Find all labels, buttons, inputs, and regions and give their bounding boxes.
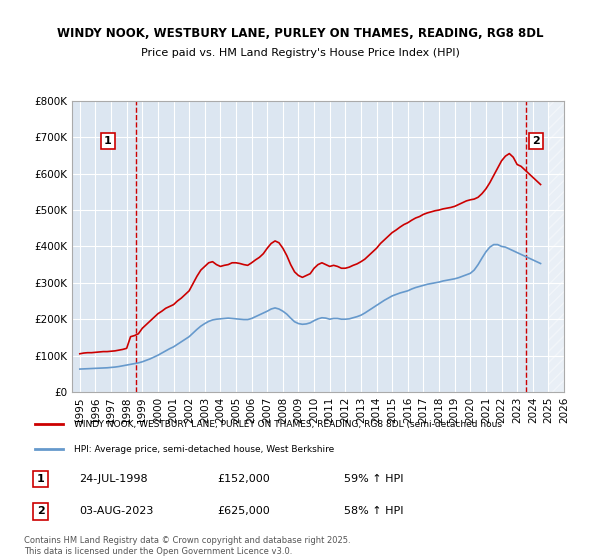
Text: 24-JUL-1998: 24-JUL-1998	[79, 474, 148, 484]
Text: Contains HM Land Registry data © Crown copyright and database right 2025.
This d: Contains HM Land Registry data © Crown c…	[24, 536, 350, 556]
Text: 2: 2	[37, 506, 44, 516]
Text: WINDY NOOK, WESTBURY LANE, PURLEY ON THAMES, READING, RG8 8DL: WINDY NOOK, WESTBURY LANE, PURLEY ON THA…	[57, 27, 543, 40]
Text: Price paid vs. HM Land Registry's House Price Index (HPI): Price paid vs. HM Land Registry's House …	[140, 48, 460, 58]
Text: 1: 1	[104, 136, 112, 146]
Bar	[548, 101, 564, 392]
Text: £625,000: £625,000	[217, 506, 270, 516]
Text: WINDY NOOK, WESTBURY LANE, PURLEY ON THAMES, READING, RG8 8DL (semi-detached hou: WINDY NOOK, WESTBURY LANE, PURLEY ON THA…	[74, 419, 502, 429]
Text: 58% ↑ HPI: 58% ↑ HPI	[344, 506, 404, 516]
Text: 2: 2	[532, 136, 540, 146]
Text: 59% ↑ HPI: 59% ↑ HPI	[344, 474, 404, 484]
Text: £152,000: £152,000	[217, 474, 270, 484]
Text: HPI: Average price, semi-detached house, West Berkshire: HPI: Average price, semi-detached house,…	[74, 445, 334, 454]
Text: 03-AUG-2023: 03-AUG-2023	[79, 506, 154, 516]
Text: 1: 1	[37, 474, 44, 484]
